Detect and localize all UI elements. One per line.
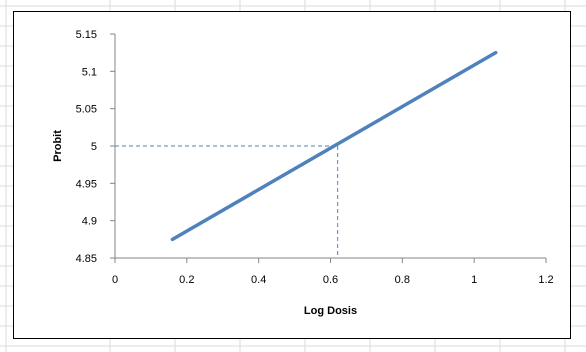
y-tick-label: 4.95 [76,178,97,190]
y-axis-title: Probit [52,130,64,162]
series-layer [170,50,498,242]
x-tick-label: 1 [471,274,477,286]
y-tick-label: 4.85 [76,253,97,265]
x-tick-label: 0.6 [323,274,338,286]
y-tick-label: 5.1 [82,66,97,78]
probit-chart: 4.85 4.9 4.95 5 5.05 5.1 5.15 0 0.2 0.4 0.6 0.8 1 1.… [52,29,554,317]
x-axis-title: Log Dosis [304,305,357,317]
x-tick-label: 0.4 [251,274,266,286]
x-tick-label: 0.2 [179,274,194,286]
y-tick-label: 5.15 [76,29,97,41]
chart-area[interactable]: 4.85 4.9 4.95 5 5.05 5.1 5.15 0 0.2 0.4 0.6 0.8 1 1.… [13,11,571,339]
y-tick-label: 4.9 [82,216,97,228]
y-tick-label: 5 [91,141,97,153]
y-tick-label: 5.05 [76,104,97,116]
reference-lines [115,145,339,258]
y-axis-ticks: 4.85 4.9 4.95 5 5.05 5.1 5.15 [76,29,115,265]
x-tick-label: 0.8 [395,274,410,286]
x-tick-label: 1.2 [538,274,553,286]
series-line [170,50,498,242]
x-tick-label: 0 [112,274,118,286]
x-axis-ticks: 0 0.2 0.4 0.6 0.8 1 1.2 [112,258,554,286]
